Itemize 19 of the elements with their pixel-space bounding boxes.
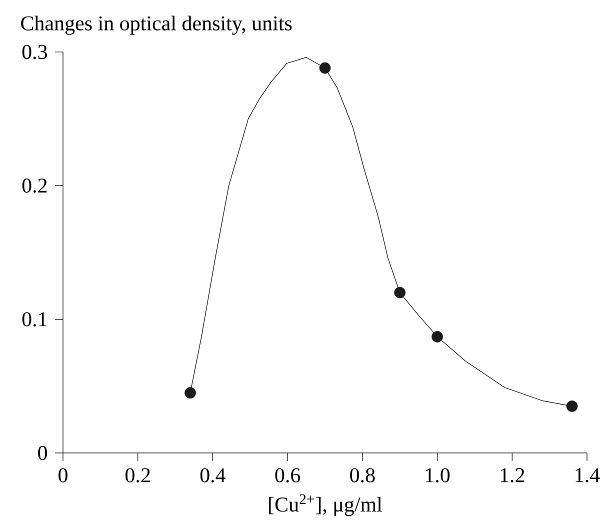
y-tick-label: 0.1 xyxy=(22,312,47,326)
x-tick-label: 0.8 xyxy=(350,468,375,482)
x-tick-label: 1.2 xyxy=(500,468,524,482)
x-axis-title: [Cu$^{2+}$], μg/ml xyxy=(269,494,382,516)
y-tick-label: 0.2 xyxy=(22,178,47,193)
x-tick-label: 1.0 xyxy=(426,468,450,482)
point xyxy=(319,62,331,74)
x-tick-label: 1.4 xyxy=(576,468,600,482)
point xyxy=(184,387,196,399)
y-tick-label: 0 xyxy=(38,446,48,460)
y-axis-title: Changes in optical density, units xyxy=(21,16,292,35)
x-tick-label: 0 xyxy=(58,468,68,482)
x-tick-label: 0.4 xyxy=(200,468,226,482)
point xyxy=(566,400,578,412)
x-tick-label: 0.6 xyxy=(275,468,300,482)
y-tick-label: 0.3 xyxy=(22,44,47,60)
x-tick-label: 0.2 xyxy=(126,468,150,482)
point xyxy=(432,331,443,342)
point xyxy=(394,286,406,298)
